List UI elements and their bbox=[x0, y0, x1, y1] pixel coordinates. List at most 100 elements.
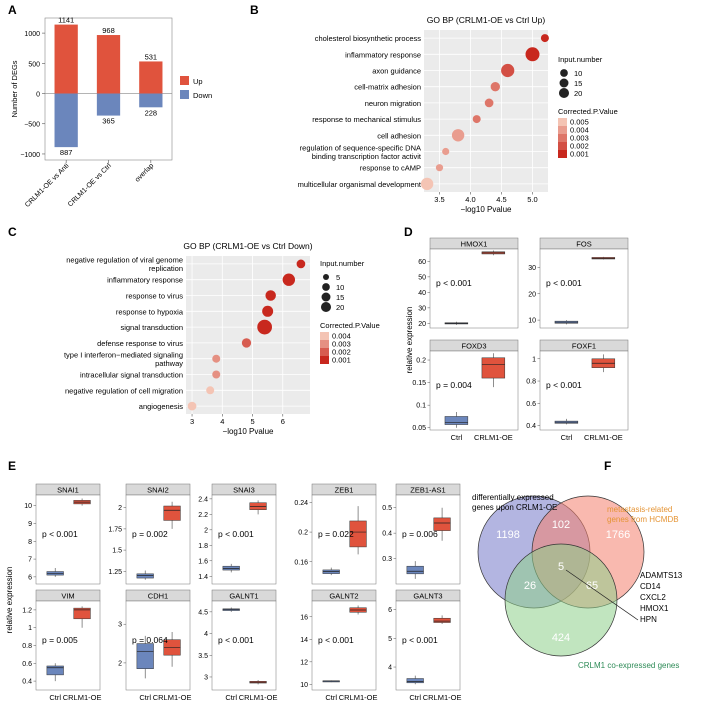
size-legend-label: 5 bbox=[336, 273, 340, 282]
size-legend-title: Input.number bbox=[320, 259, 365, 268]
y-tick-label: 3 bbox=[118, 622, 122, 629]
p-value-label: p = 0.022 bbox=[318, 529, 354, 539]
y-tick-label: 3 bbox=[204, 674, 208, 681]
term-dot bbox=[451, 129, 465, 142]
callout-gene: CD14 bbox=[640, 582, 661, 591]
box-iqr bbox=[433, 517, 451, 531]
y-tick-label: 1.5 bbox=[112, 548, 122, 555]
color-legend-title: Corrected.P.Value bbox=[320, 321, 380, 330]
p-value-label: p < 0.001 bbox=[402, 635, 438, 645]
color-legend-label: 0.002 bbox=[332, 348, 351, 357]
y-tick-label: 1000 bbox=[24, 31, 40, 38]
term-dot bbox=[435, 164, 444, 172]
y-tick-label: 9 bbox=[28, 521, 32, 528]
y-tick-label: 14 bbox=[300, 637, 308, 644]
x-tick-label: CRLM1-OE bbox=[423, 693, 462, 702]
term-dot bbox=[257, 319, 272, 335]
x-tick-label: Ctrl bbox=[409, 693, 421, 702]
panel-letter: B bbox=[250, 3, 259, 17]
facet-label: SNAI1 bbox=[57, 486, 79, 495]
term-dot bbox=[525, 47, 540, 62]
term-label: response to hypoxia bbox=[116, 307, 184, 316]
panel-letter: F bbox=[604, 459, 611, 473]
box-iqr bbox=[73, 607, 91, 620]
box-panel bbox=[211, 600, 277, 691]
panel-f-venn: 1198 1766 424 102 26 65 5 differentially expres… bbox=[472, 493, 683, 670]
color-legend-label: 0.001 bbox=[332, 356, 351, 365]
x-tick-label: 4 bbox=[220, 417, 224, 426]
y-tick-label: 2 bbox=[204, 527, 208, 534]
term-dot bbox=[501, 63, 515, 78]
y-tick-label: 10 bbox=[300, 682, 308, 689]
x-tick-label: Ctrl bbox=[451, 433, 463, 442]
x-tick-label: CRLM1-OE bbox=[584, 433, 623, 442]
facet-label: CDH1 bbox=[148, 592, 168, 601]
x-tick-label: CRLM1-OE bbox=[239, 693, 278, 702]
term-label: negative regulation of cell migration bbox=[65, 386, 183, 395]
x-axis-label: −log10 Pvalue bbox=[461, 205, 512, 214]
y-tick-label: 0.5 bbox=[382, 505, 392, 512]
y-tick-label: 1 bbox=[28, 625, 32, 632]
venn-region-count: 65 bbox=[586, 580, 598, 592]
bar-value-label: 228 bbox=[145, 108, 158, 117]
y-tick-label: 40 bbox=[418, 290, 426, 297]
size-legend-dot bbox=[558, 87, 570, 99]
venn-region-count: 102 bbox=[552, 519, 570, 531]
legend-label: Up bbox=[193, 77, 203, 86]
box-panel bbox=[35, 494, 101, 585]
panel-a-bar-chart: 1000 500 0 −500 −1000 Number of DEGs 1141 887 CR… bbox=[10, 16, 212, 209]
size-legend-label: 15 bbox=[574, 79, 582, 88]
y-tick-label: 0.4 bbox=[382, 531, 392, 538]
size-legend-dot bbox=[321, 292, 331, 302]
y-tick-label: 0 bbox=[36, 92, 40, 99]
y-tick-label: 3.5 bbox=[198, 653, 208, 660]
color-legend-label: 0.003 bbox=[570, 134, 589, 143]
callout-line bbox=[565, 569, 639, 621]
color-legend-swatch bbox=[558, 126, 567, 134]
bar-value-label: 887 bbox=[60, 148, 73, 157]
color-legend-swatch bbox=[320, 348, 329, 356]
term-dot bbox=[472, 115, 481, 124]
color-legend-swatch bbox=[320, 356, 329, 364]
venn-circle bbox=[504, 543, 618, 657]
x-tick-label: 6 bbox=[281, 417, 285, 426]
callout-gene: HPN bbox=[640, 615, 657, 624]
term-label: response to cAMP bbox=[360, 164, 421, 173]
y-tick-label: 1.4 bbox=[198, 574, 208, 581]
bar-value-label: 531 bbox=[145, 52, 158, 61]
term-label: angiogenesis bbox=[139, 402, 183, 411]
venn-region-count: 424 bbox=[552, 632, 570, 644]
y-tick-label: 50 bbox=[418, 274, 426, 281]
venn-set-label: genes upon CRLM1-OE bbox=[472, 503, 557, 512]
y-tick-label: 0.2 bbox=[416, 358, 426, 365]
x-tick-label: CRLM1-OE bbox=[153, 693, 192, 702]
facet-label: GALNT2 bbox=[329, 592, 358, 601]
panel-letter: C bbox=[8, 225, 17, 239]
term-label: response to virus bbox=[126, 292, 183, 301]
y-tick-label: 0.6 bbox=[526, 401, 536, 408]
p-value-label: p < 0.001 bbox=[546, 278, 582, 288]
chart-title: GO BP (CRLM1-OE vs Ctrl Up) bbox=[427, 15, 546, 25]
box-panel bbox=[539, 248, 629, 329]
term-dot bbox=[212, 370, 221, 379]
legend-swatch bbox=[180, 76, 189, 85]
y-tick-label: 0.24 bbox=[294, 500, 308, 507]
y-tick-label: 30 bbox=[528, 265, 536, 272]
bar-up bbox=[54, 24, 78, 94]
venn-set-label: metastasis-related bbox=[607, 505, 672, 514]
color-legend-label: 0.005 bbox=[570, 118, 589, 127]
color-legend-label: 0.001 bbox=[570, 150, 589, 159]
term-label: negative regulation of viral genome bbox=[66, 256, 183, 265]
term-dot bbox=[262, 305, 274, 317]
x-tick-label: 4.5 bbox=[496, 195, 506, 204]
box-iqr bbox=[163, 505, 181, 521]
callout-gene: ADAMTS13 bbox=[640, 571, 683, 580]
y-tick-label: 4 bbox=[204, 631, 208, 638]
term-dot bbox=[484, 98, 494, 108]
term-label: type I interferon−mediated signaling bbox=[64, 350, 183, 359]
p-value-label: p < 0.001 bbox=[318, 635, 354, 645]
color-legend-swatch bbox=[558, 150, 567, 158]
x-tick-label: CRLM1-OE bbox=[63, 693, 102, 702]
box-iqr bbox=[249, 502, 267, 510]
